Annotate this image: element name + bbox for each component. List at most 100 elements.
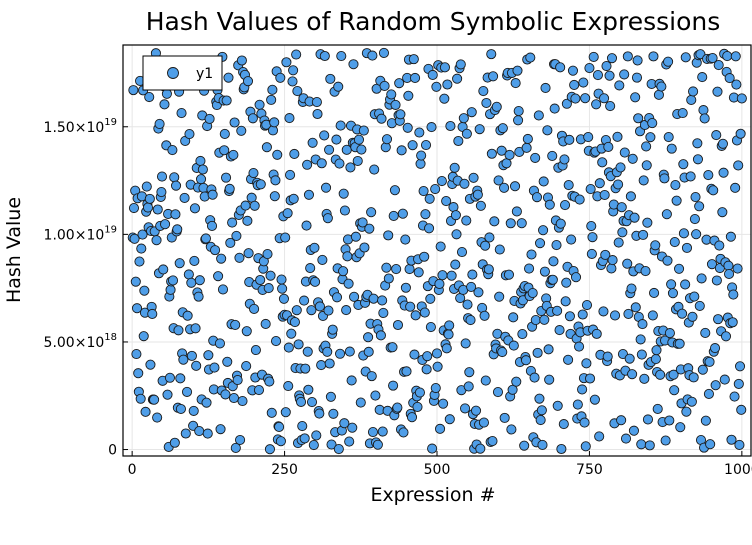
scatter-point (533, 110, 544, 121)
scatter-point (613, 179, 624, 190)
scatter-point (227, 217, 238, 228)
scatter-point (651, 345, 662, 356)
scatter-point (708, 185, 719, 196)
scatter-point (326, 439, 337, 450)
scatter-point (544, 199, 555, 210)
scatter-point (459, 403, 471, 414)
scatter-point (350, 231, 361, 242)
scatter-point (193, 291, 204, 302)
scatter-point (456, 246, 468, 258)
scatter-point (230, 319, 241, 330)
scatter-point (172, 224, 183, 235)
scatter-point (356, 144, 367, 155)
scatter-point (511, 376, 522, 387)
x-tick-label: 500 (424, 462, 451, 478)
scatter-point (650, 240, 661, 251)
scatter-point (186, 350, 197, 361)
scatter-point (130, 276, 141, 287)
scatter-point (213, 271, 224, 282)
scatter-point (613, 237, 624, 248)
scatter-point (466, 281, 477, 292)
scatter-point (381, 134, 393, 145)
scatter-point (220, 172, 232, 183)
scatter-point (235, 434, 246, 446)
scatter-point (438, 398, 449, 409)
scatter-point (606, 53, 618, 64)
scatter-point (499, 412, 510, 423)
scatter-point (388, 210, 399, 222)
scatter-point (678, 159, 689, 170)
scatter-point (680, 279, 691, 290)
scatter-point (547, 274, 558, 285)
scatter-point (190, 323, 201, 334)
x-tick-label: 0 (128, 462, 137, 478)
scatter-point (513, 115, 524, 126)
scatter-point (427, 443, 438, 454)
scatter-point (234, 252, 245, 263)
scatter-point (229, 117, 240, 128)
y-tick-label: 0 (108, 443, 117, 459)
scatter-point (499, 182, 510, 193)
scatter-point (450, 210, 461, 221)
scatter-point (249, 200, 260, 211)
scatter-point (327, 324, 338, 335)
scatter-point (694, 201, 705, 212)
scatter-point (532, 347, 543, 358)
scatter-point (534, 393, 545, 404)
scatter-point (494, 244, 505, 255)
x-axis-label: Expression # (370, 484, 495, 506)
scatter-point (468, 172, 479, 183)
scatter-point (175, 373, 186, 384)
scatter-point (689, 214, 700, 225)
scatter-point (286, 328, 297, 339)
scatter-point (736, 93, 747, 104)
scatter-point (724, 268, 735, 280)
scatter-point (395, 109, 406, 120)
scatter-point (334, 158, 345, 169)
scatter-point (291, 49, 302, 60)
scatter-point (376, 113, 387, 124)
scatter-point (144, 91, 155, 103)
scatter-point (493, 175, 504, 186)
scatter-point (609, 310, 621, 321)
scatter-point (603, 141, 614, 152)
scatter-point (728, 289, 739, 300)
scatter-point (134, 256, 145, 267)
scatter-point (136, 243, 147, 254)
scatter-point (363, 346, 374, 357)
scatter-point (465, 314, 476, 326)
scatter-point (677, 107, 688, 119)
scatter-point (217, 284, 229, 295)
x-tick-label: 750 (576, 462, 603, 478)
scatter-point (703, 388, 714, 399)
scatter-point (137, 229, 148, 240)
scatter-point (240, 200, 251, 211)
scatter-point (688, 372, 699, 383)
scatter-point (381, 262, 392, 273)
scatter-point (587, 232, 598, 243)
scatter-point (730, 51, 741, 62)
scatter-point (542, 125, 553, 136)
scatter-point (712, 86, 723, 97)
scatter-point (344, 436, 355, 447)
scatter-point (650, 354, 661, 365)
scatter-point (652, 403, 663, 415)
scatter-point (348, 59, 359, 70)
scatter-point (556, 443, 567, 455)
scatter-point (435, 241, 446, 252)
scatter-point (540, 82, 551, 94)
scatter-point (436, 175, 447, 187)
scatter-point (462, 299, 473, 310)
scatter-point (202, 428, 213, 439)
scatter-point (270, 336, 282, 347)
scatter-point (299, 295, 310, 306)
scatter-point (506, 424, 517, 435)
scatter-point (242, 76, 254, 87)
scatter-point (147, 308, 158, 320)
scatter-point (425, 322, 436, 333)
scatter-point (287, 76, 298, 87)
scatter-point (521, 142, 532, 153)
scatter-point (306, 305, 317, 316)
scatter-point (139, 285, 150, 296)
